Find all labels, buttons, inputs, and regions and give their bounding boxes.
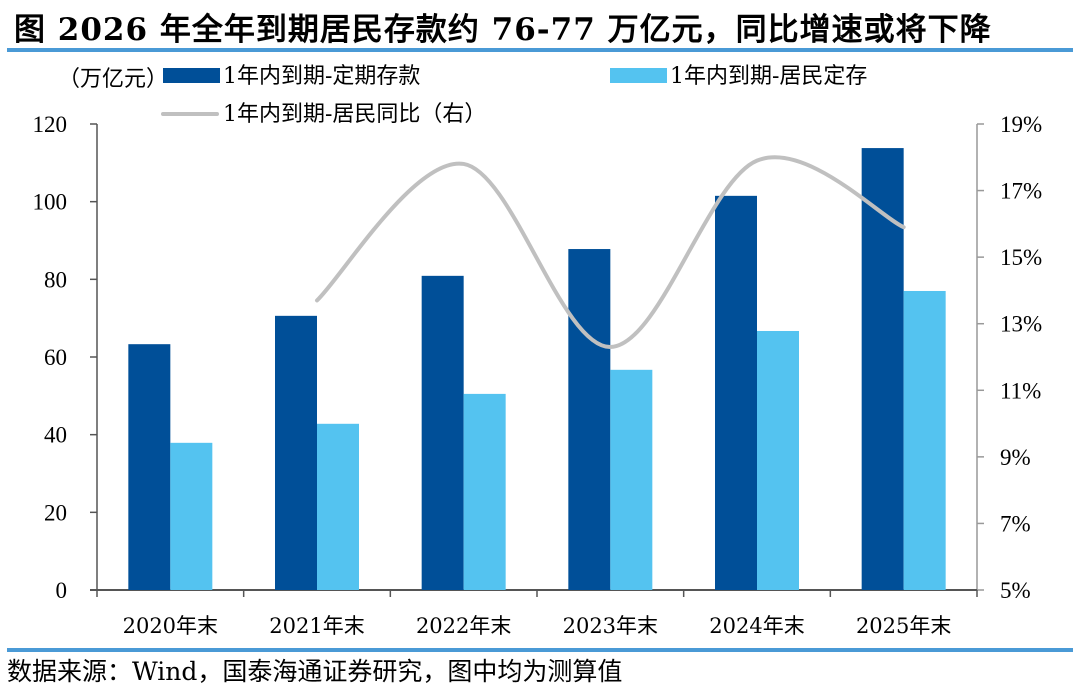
bar-light-2021年末 (317, 423, 359, 590)
category-label: 2024年末 (709, 614, 804, 638)
right-tick-label: 11% (1000, 378, 1041, 403)
right-tick-label: 9% (1000, 445, 1031, 470)
bar-light-2023年末 (610, 369, 653, 590)
left-tick-label: 60 (44, 345, 67, 370)
left-tick-label: 120 (33, 112, 68, 137)
left-tick-label: 80 (44, 267, 67, 292)
bar-dark-2022年末 (421, 275, 464, 590)
labels: 0 20 40 60 80 100 120 5% 7% 9% 11% 13% 15% 17% 19% 2020… (33, 112, 1043, 638)
left-axis-unit: （万亿元） (58, 67, 168, 92)
category-label: 2020年末 (123, 614, 218, 638)
source-divider (7, 648, 1073, 652)
legend-swatch-light (610, 68, 667, 83)
legend-label-light: 1年内到期-居民定存 (670, 64, 867, 89)
bar-light-2024年末 (757, 330, 799, 590)
legend-swatch-dark (163, 68, 220, 83)
right-tick-label: 19% (1000, 112, 1042, 137)
left-tick-label: 40 (44, 423, 67, 448)
bar-dark-2020年末 (128, 344, 171, 590)
bar-light-2022年末 (463, 393, 506, 590)
legend-label-line: 1年内到期-居民同比（右） (223, 102, 486, 127)
title-divider (7, 48, 1073, 52)
bar-dark-2024年末 (715, 195, 757, 590)
yoy-line (315, 155, 906, 350)
right-tick-label: 7% (1000, 511, 1031, 536)
right-tick-label: 17% (1000, 179, 1042, 204)
yoy-line-layer (315, 155, 906, 350)
bar-light-2025年末 (903, 290, 946, 590)
chart-title: 图 2026 年全年到期居民存款约 76-77 万亿元，同比增速或将下降 (14, 12, 992, 48)
category-label: 2023年末 (563, 614, 658, 638)
right-tick-label: 13% (1000, 312, 1042, 337)
left-tick-label: 20 (44, 500, 67, 525)
right-tick-label: 5% (1000, 578, 1031, 603)
bar-dark-2021年末 (275, 315, 317, 590)
source-note: 数据来源：Wind，国泰海通证券研究，图中均为测算值 (7, 657, 623, 686)
legend-label-dark: 1年内到期-定期存款 (223, 64, 420, 89)
category-label: 2022年末 (416, 614, 511, 638)
bars (128, 148, 946, 590)
left-tick-label: 0 (56, 578, 68, 603)
category-label: 2021年末 (269, 614, 364, 638)
right-tick-label: 15% (1000, 245, 1042, 270)
category-label: 2025年末 (856, 614, 951, 638)
bar-light-2020年末 (170, 442, 213, 590)
axes (90, 123, 984, 597)
bar-dark-2023年末 (568, 249, 611, 590)
legend: （万亿元） 1年内到期-定期存款 1年内到期-居民定存 1年内到期-居民同比（右… (58, 64, 867, 127)
left-tick-label: 100 (33, 190, 68, 215)
